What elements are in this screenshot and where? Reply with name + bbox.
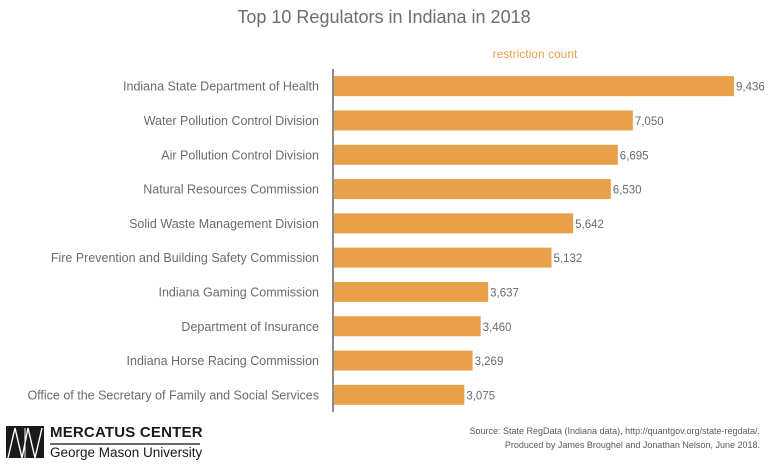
bar bbox=[334, 179, 611, 200]
bar bbox=[334, 316, 481, 337]
value-label: 6,530 bbox=[613, 185, 642, 197]
logo-divider bbox=[50, 443, 200, 445]
logo-subtitle: George Mason University bbox=[50, 445, 203, 460]
category-label: Air Pollution Control Division bbox=[161, 148, 319, 162]
category-label: Indiana Horse Racing Commission bbox=[127, 354, 319, 368]
source-note: Source: State RegData (Indiana data), ht… bbox=[469, 424, 760, 452]
bar bbox=[334, 144, 618, 165]
value-label: 6,695 bbox=[620, 150, 649, 162]
category-label: Natural Resources Commission bbox=[143, 183, 319, 197]
category-label: Water Pollution Control Division bbox=[144, 114, 319, 128]
mercatus-logo: MERCATUS CENTER George Mason University bbox=[6, 424, 206, 462]
bar bbox=[334, 350, 473, 371]
logo-title: MERCATUS CENTER bbox=[50, 424, 203, 441]
value-label: 3,637 bbox=[490, 287, 519, 299]
value-label: 7,050 bbox=[635, 116, 664, 128]
mercatus-logo-icon bbox=[6, 426, 44, 458]
category-label: Solid Waste Management Division bbox=[129, 217, 319, 231]
category-label: Office of the Secretary of Family and So… bbox=[27, 388, 319, 402]
category-label: Indiana Gaming Commission bbox=[159, 285, 320, 299]
bar bbox=[334, 247, 552, 268]
legend-label: restriction count bbox=[492, 47, 578, 61]
category-labels-group: Indiana State Department of Health Water … bbox=[27, 80, 319, 403]
category-label: Fire Prevention and Building Safety Comm… bbox=[51, 251, 319, 265]
value-label: 3,269 bbox=[475, 356, 504, 368]
bar bbox=[334, 110, 633, 131]
category-label: Indiana State Department of Health bbox=[123, 80, 319, 94]
source-line-1: Source: State RegData (Indiana data), ht… bbox=[469, 426, 760, 436]
value-label: 3,460 bbox=[483, 322, 512, 334]
value-label: 5,132 bbox=[554, 253, 583, 265]
bars-group bbox=[334, 76, 734, 405]
bar bbox=[334, 281, 489, 302]
category-label: Department of Insurance bbox=[181, 320, 319, 334]
chart-title: Top 10 Regulators in Indiana in 2018 bbox=[237, 7, 531, 27]
value-labels-group: 9,436 7,050 6,695 6,530 5,642 5,132 3,637 3,460… bbox=[466, 82, 764, 403]
value-label: 9,436 bbox=[736, 82, 765, 94]
bar-chart: Indiana State Department of Health Water … bbox=[27, 69, 765, 412]
bar bbox=[334, 213, 574, 234]
source-line-2: Produced by James Broughel and Jonathan … bbox=[504, 440, 760, 450]
value-label: 5,642 bbox=[575, 219, 604, 231]
value-label: 3,075 bbox=[466, 390, 495, 402]
bar bbox=[334, 76, 734, 97]
bar bbox=[334, 384, 465, 405]
